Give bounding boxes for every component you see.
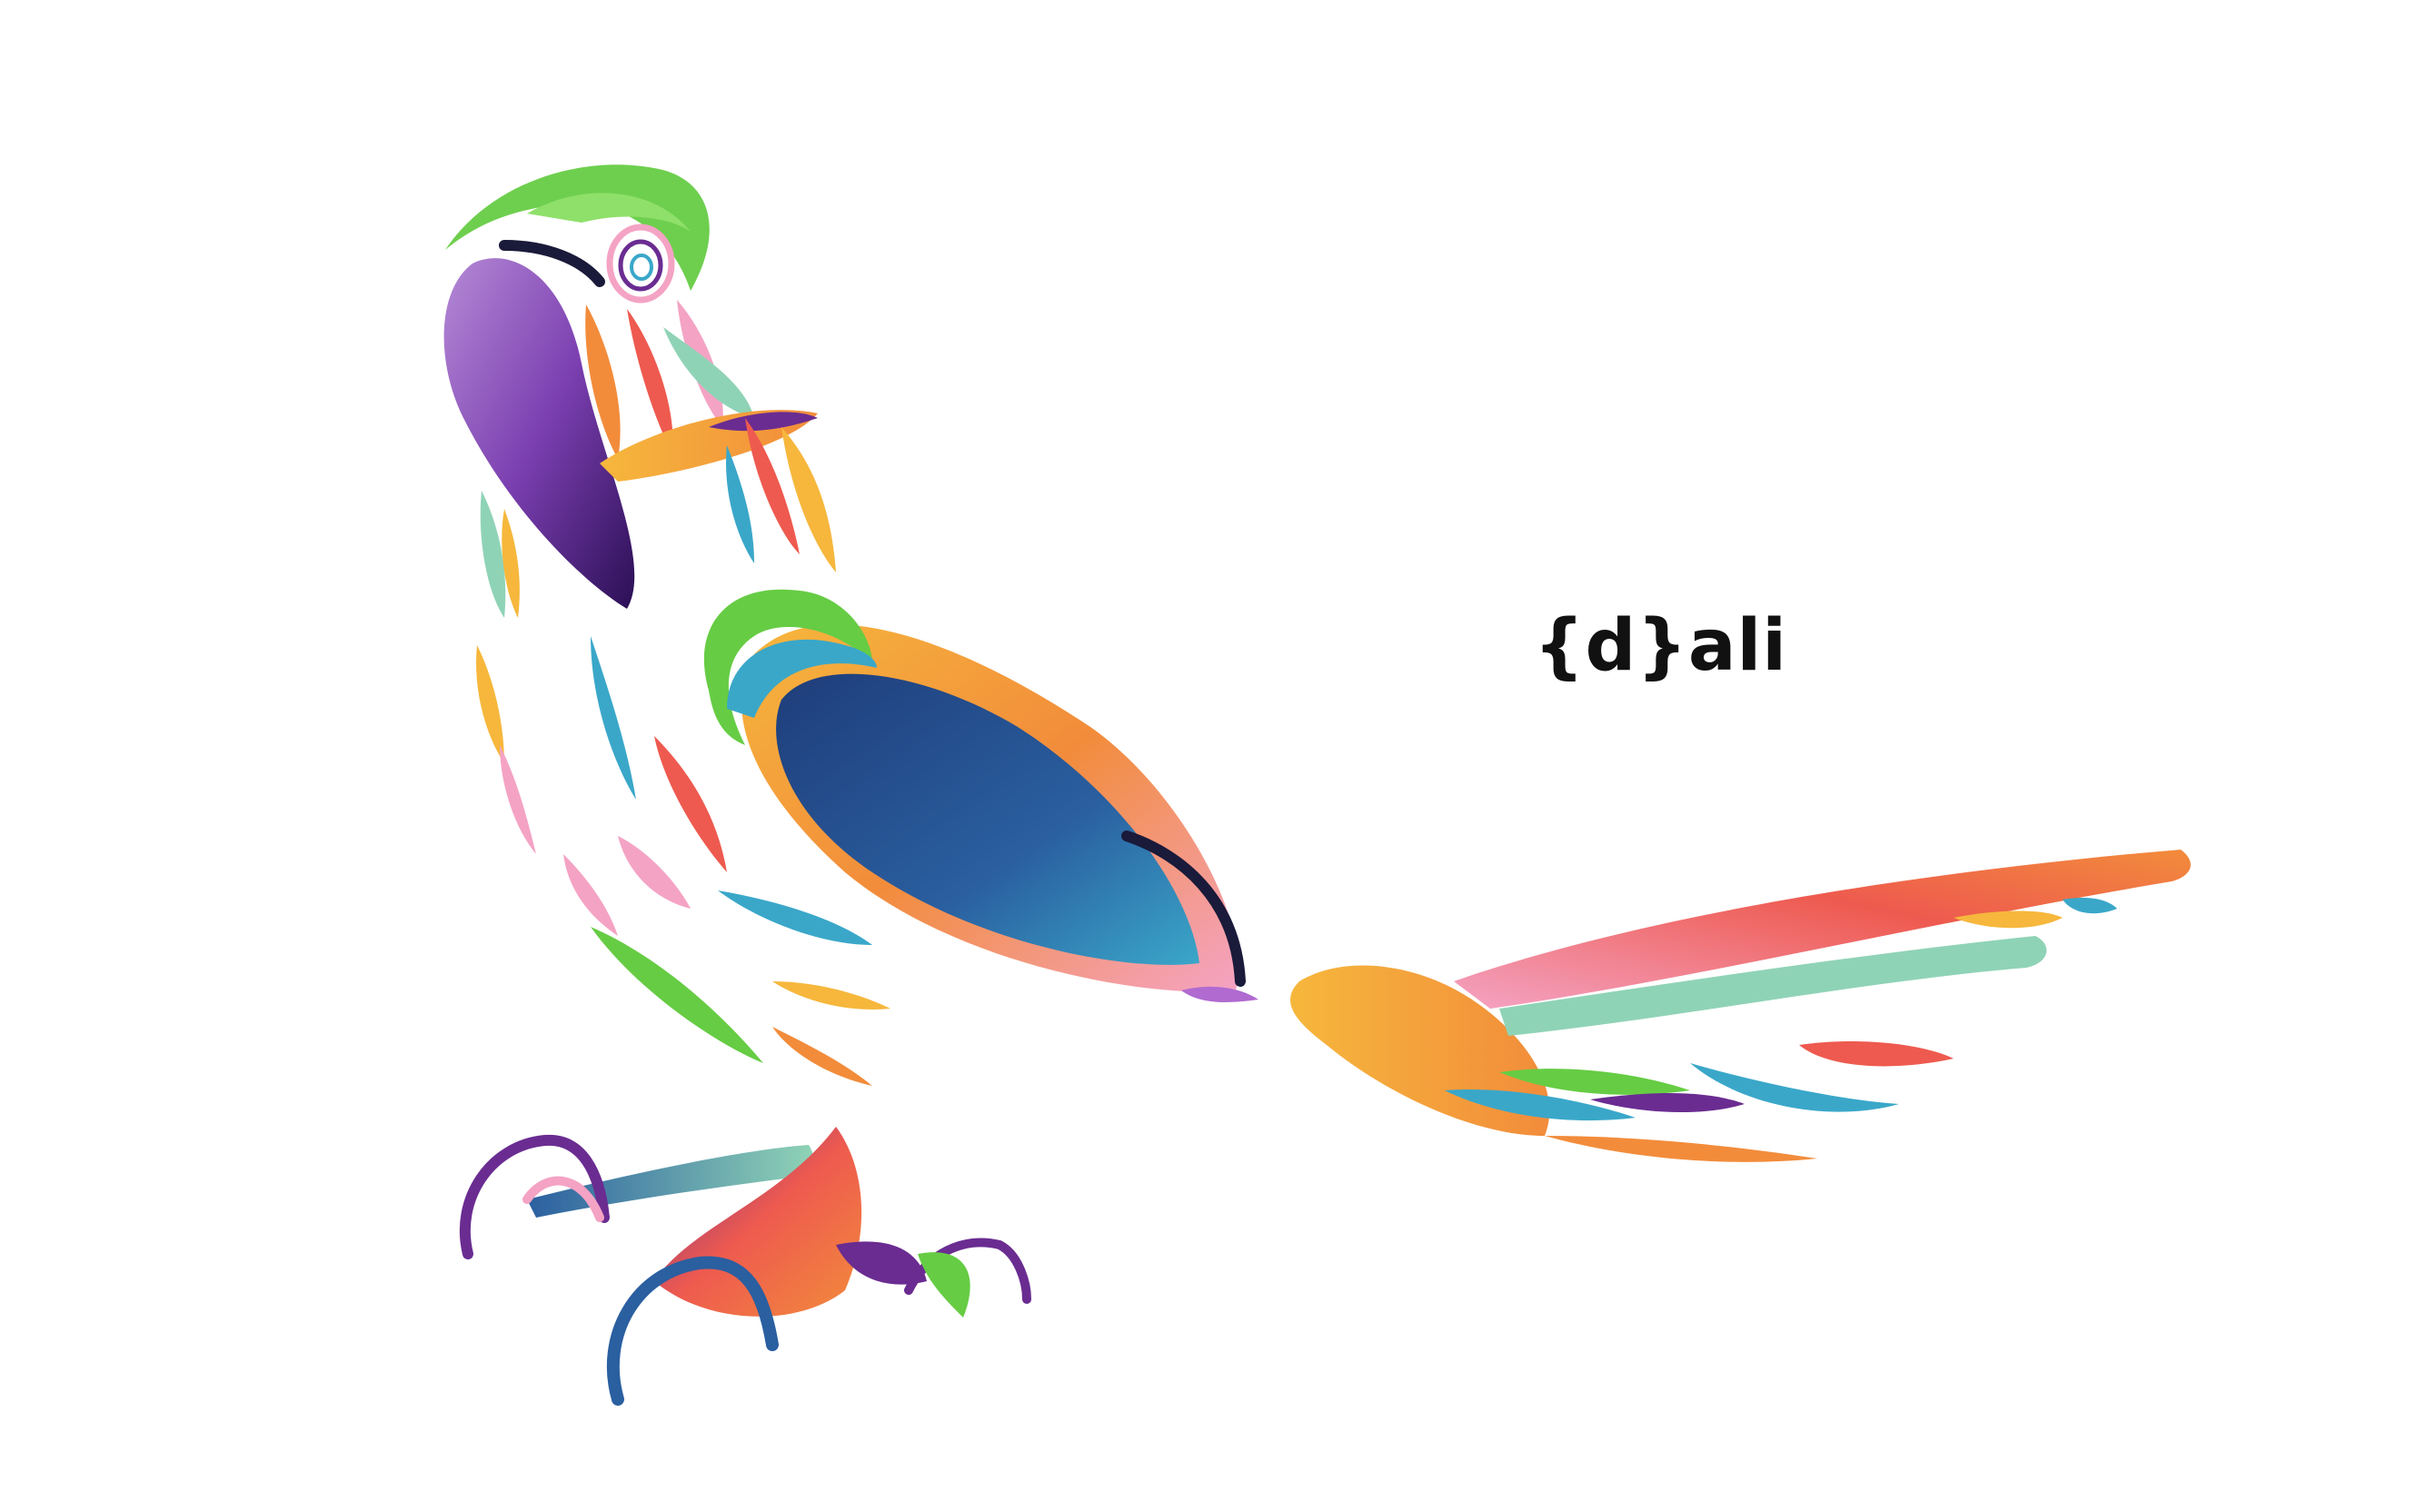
wing-green-curl [703, 589, 872, 745]
neck-stroke-coral [627, 309, 673, 454]
eye-swirl [606, 224, 675, 303]
body-stroke-left-5 [563, 854, 618, 936]
body-stroke-left-6 [591, 636, 636, 800]
beak-stroke [443, 258, 635, 609]
foot-toe-green [918, 1252, 970, 1318]
body-stroke-left-9 [591, 927, 763, 1063]
tail-feather-8 [1690, 1063, 1899, 1112]
tail-feather-3 [1954, 910, 2063, 929]
foot-toe-purple [836, 1241, 927, 1285]
leg-claw-1 [459, 1134, 610, 1259]
brand-wordmark: {d}ali [1534, 605, 1787, 687]
wing-main-stroke [776, 673, 1199, 965]
body-stroke-left-1 [480, 491, 506, 618]
wing-tip-pink [1181, 986, 1258, 1002]
tail-feather-2 [1499, 936, 2047, 1036]
tail-feather-6 [1499, 1069, 1690, 1095]
body-stroke-left-10 [718, 890, 872, 945]
tail-feather-9 [1545, 1136, 1817, 1162]
head-crest-stroke [445, 164, 710, 291]
tail-feather-5 [1799, 1040, 1954, 1067]
tail-feather-4 [2063, 898, 2117, 914]
neck-stroke-teal [663, 327, 754, 418]
leg-claw-2 [522, 1176, 604, 1222]
body-stroke-left-11 [772, 981, 890, 1010]
tail-feather-10 [1590, 1093, 1745, 1113]
body-stroke-left-12 [772, 1027, 872, 1086]
chest-stroke-2 [781, 427, 836, 572]
body-stroke-left-7 [618, 836, 691, 909]
tail-feather-1 [1454, 850, 2191, 1009]
chest-stroke-3 [726, 445, 754, 563]
foot-claw-1 [606, 1256, 779, 1406]
foot-stroke [654, 1127, 862, 1317]
body-stroke-left-2 [502, 509, 520, 618]
body-stroke-left-3 [476, 645, 504, 763]
body-stroke-left-8 [654, 736, 727, 872]
tail-feather-7 [1445, 1089, 1636, 1121]
wing-teal-curl [727, 639, 877, 718]
head-crest-inner [527, 193, 691, 232]
wing-tip-line [1121, 831, 1246, 987]
neck-stroke-orange [585, 304, 621, 459]
beak-outline [499, 240, 605, 287]
lower-beak-purple [709, 412, 818, 432]
body-stroke-left-4 [500, 745, 536, 854]
chest-stroke-1 [745, 418, 800, 554]
